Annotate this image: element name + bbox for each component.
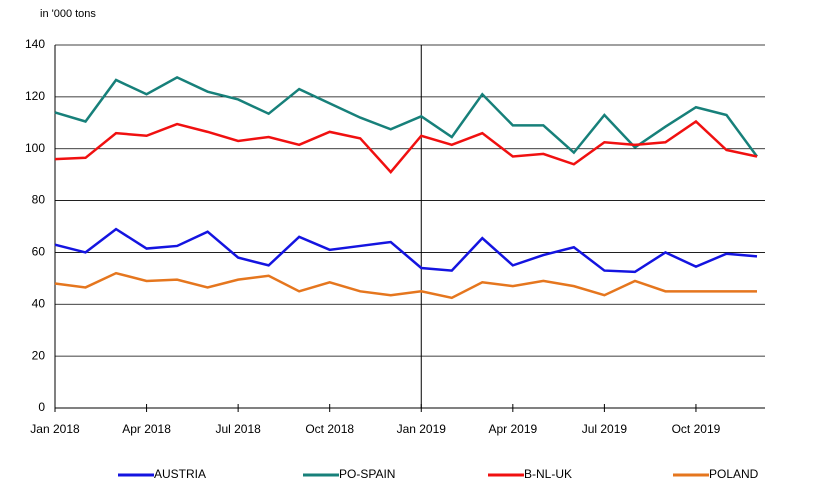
- x-tick-label: Apr 2019: [488, 422, 537, 436]
- legend-label: PO-SPAIN: [339, 467, 395, 481]
- y-tick-label: 120: [25, 89, 45, 103]
- series-line: [54, 119, 758, 174]
- series-line: [54, 271, 757, 300]
- legend-label: AUSTRIA: [154, 467, 206, 481]
- y-tick-label: 0: [38, 400, 45, 414]
- x-tick-label: Jan 2019: [397, 422, 447, 436]
- subtitle: in '000 tons: [40, 8, 96, 20]
- x-tick-label: Jul 2018: [215, 422, 261, 436]
- x-tick-label: Apr 2018: [122, 422, 171, 436]
- legend-label: B-NL-UK: [524, 467, 572, 481]
- y-tick-label: 100: [25, 141, 45, 155]
- legend-label: POLAND: [709, 467, 759, 481]
- y-tick-label: 20: [32, 348, 46, 362]
- y-tick-label: 40: [32, 296, 46, 310]
- x-tick-label: Jul 2019: [582, 422, 628, 436]
- y-tick-label: 60: [32, 245, 46, 259]
- x-tick-label: Jan 2018: [30, 422, 80, 436]
- y-tick-label: 80: [32, 193, 46, 207]
- series-line: [54, 227, 758, 274]
- x-tick-label: Oct 2018: [305, 422, 354, 436]
- x-tick-label: Oct 2019: [672, 422, 721, 436]
- y-tick-label: 140: [25, 37, 45, 51]
